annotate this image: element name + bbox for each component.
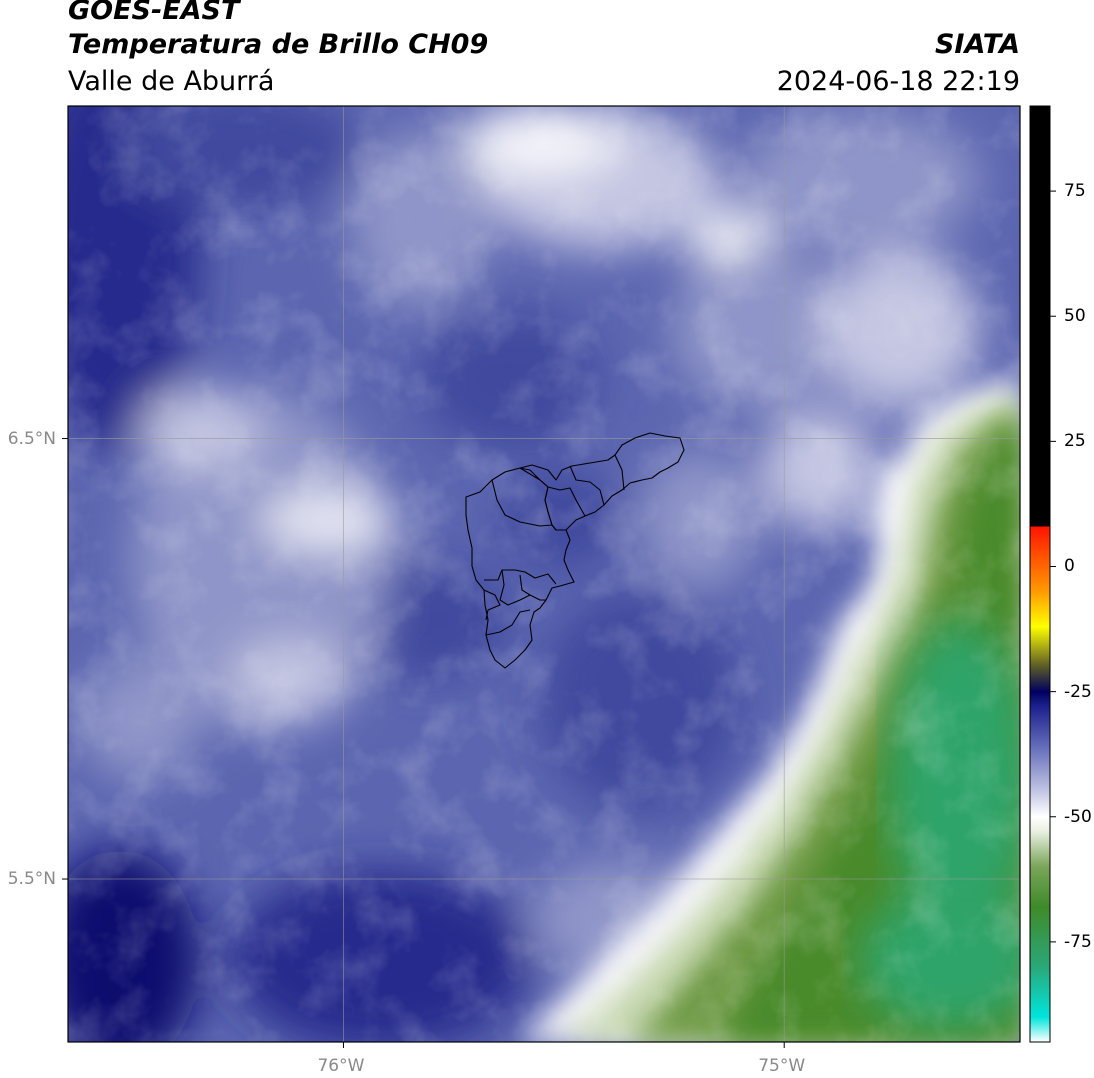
colorbar-tick-label: 0 xyxy=(1064,556,1075,577)
colorbar-gradient xyxy=(1030,106,1050,1042)
aburra-valley-outline xyxy=(465,432,685,669)
axis-ticks xyxy=(62,438,785,1048)
municipality-outline xyxy=(499,569,546,606)
colorbar-frame xyxy=(1029,105,1051,1043)
lat-tick-label: 5.5°N xyxy=(7,869,56,890)
municipality-outline xyxy=(519,432,685,531)
colorbar-tick-label: 75 xyxy=(1064,181,1086,202)
municipality-outline xyxy=(547,486,586,517)
lon-tick-label: 76°W xyxy=(317,1056,365,1076)
municipality-outline xyxy=(614,454,625,491)
brightness-temperature-field xyxy=(68,106,1020,1042)
colorbar-tick-label: 25 xyxy=(1064,431,1086,452)
municipality-outline xyxy=(569,465,605,506)
field-texture xyxy=(68,106,1020,1042)
product-title: Temperatura de Brillo CH09 xyxy=(68,29,489,60)
datetime-label: 2024-06-18 22:19 xyxy=(776,66,1020,97)
colorbar-ticks xyxy=(1050,190,1056,943)
municipality-outline xyxy=(491,479,553,527)
municipality-outline xyxy=(483,589,501,621)
colorbar-tick-label: 50 xyxy=(1064,306,1086,327)
satellite-title: GOES-EAST xyxy=(68,0,240,26)
lat-tick-label: 6.5°N xyxy=(7,428,56,449)
municipality-outline xyxy=(519,574,531,596)
brand-label: SIATA xyxy=(934,29,1020,60)
municipality-outline xyxy=(485,609,531,636)
lon-tick-label: 75°W xyxy=(758,1056,806,1076)
colorbar xyxy=(1029,105,1056,1043)
colorbar-tick-label: -25 xyxy=(1064,681,1092,702)
colorbar-tick-label: -50 xyxy=(1064,806,1092,827)
map-grid xyxy=(68,106,1020,1042)
municipality-outline xyxy=(484,569,557,585)
region-subtitle: Valle de Aburrá xyxy=(68,66,275,97)
map-frame xyxy=(67,105,1021,1043)
colorbar-tick-label: -75 xyxy=(1064,931,1092,952)
